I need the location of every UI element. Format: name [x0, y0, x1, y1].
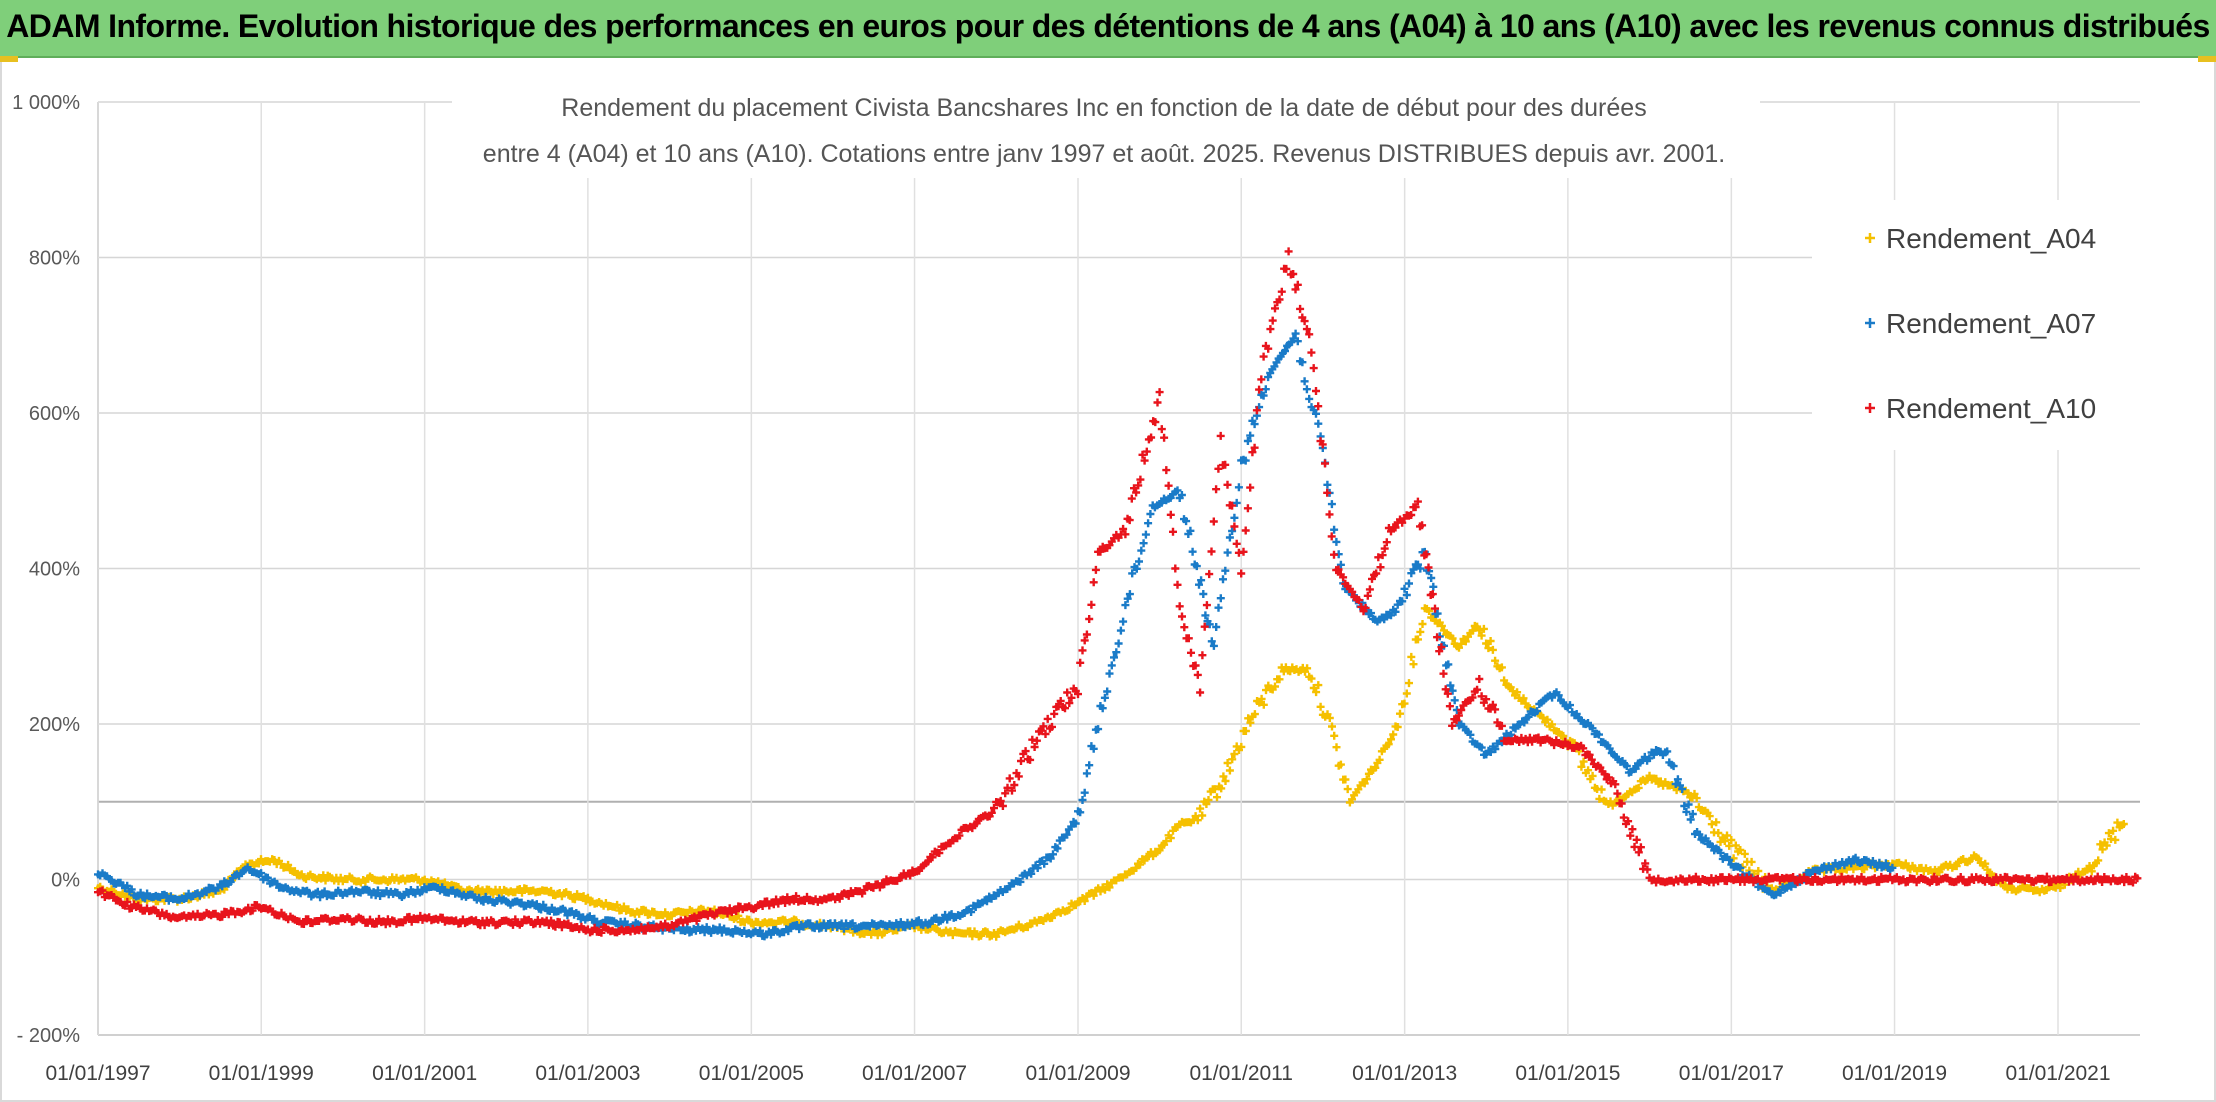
legend-marker [1865, 233, 1875, 243]
legend-label: Rendement_A07 [1886, 308, 2096, 339]
series-markers [94, 604, 2128, 941]
y-tick-label: 0% [51, 870, 80, 892]
series-markers [94, 247, 2142, 937]
legend-label: Rendement_A10 [1886, 393, 2096, 424]
x-tick-label: 01/01/2015 [1515, 1062, 1620, 1085]
series-Rendement_A07 [94, 329, 1897, 941]
gridlines [97, 101, 2140, 1036]
x-tick-label: 01/01/2001 [372, 1062, 477, 1085]
data-points [94, 247, 2142, 941]
chart-title-box [452, 80, 1760, 178]
x-tick-label: 01/01/1999 [209, 1062, 314, 1085]
y-tick-label: - 200% [17, 1025, 81, 1047]
y-tick-label: 400% [29, 559, 80, 581]
x-tick-labels: 01/01/1997 01/01/1999 01/01/2001 01/01/2003… [45, 1062, 2110, 1085]
legend-marker [1865, 318, 1875, 328]
legend-marker [1865, 403, 1875, 413]
x-tick-label: 01/01/2009 [1025, 1062, 1130, 1085]
title-banner: ADAM Informe. Evolution historique des p… [0, 0, 2216, 58]
series-Rendement_A04 [94, 604, 2128, 941]
y-tick-label: 600% [29, 403, 80, 425]
x-tick-label: 01/01/2013 [1352, 1062, 1457, 1085]
x-tick-label: 01/01/2005 [699, 1062, 804, 1085]
x-tick-label: 01/01/2011 [1189, 1062, 1293, 1085]
x-tick-label: 01/01/2019 [1842, 1062, 1947, 1085]
x-tick-label: 01/01/2021 [2005, 1062, 2110, 1085]
corner-mark-left [0, 56, 18, 62]
chart-title-line1: Rendement du placement Civista Bancshare… [561, 94, 1646, 122]
x-tick-label: 01/01/2007 [862, 1062, 967, 1085]
chart-title-line2: entre 4 (A04) et 10 ans (A10). Cotations… [483, 140, 1725, 168]
series-Rendement_A10 [94, 247, 2142, 937]
legend: Rendement_A04 Rendement_A07 Rendement_A10 [1812, 200, 2142, 450]
y-tick-label: 200% [29, 714, 80, 736]
y-tick-label: 1 000% [12, 92, 80, 114]
x-tick-label: 01/01/2003 [535, 1062, 640, 1085]
series-markers [94, 329, 1897, 941]
corner-mark-right [2198, 56, 2216, 62]
legend-label: Rendement_A04 [1886, 223, 2096, 254]
y-tick-labels: - 200% 0% 200% 400% 600% 800% 1 000% [12, 92, 80, 1047]
x-tick-label: 01/01/2017 [1679, 1062, 1784, 1085]
banner-title: ADAM Informe. Evolution historique des p… [6, 8, 2210, 44]
x-tick-label: 01/01/1997 [45, 1062, 150, 1085]
y-tick-label: 800% [29, 248, 80, 270]
